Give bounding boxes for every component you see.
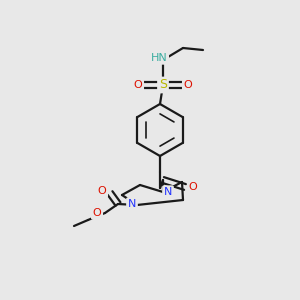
Text: S: S [159,79,167,92]
Text: O: O [98,186,106,196]
Text: O: O [134,80,142,90]
Text: HN: HN [151,53,167,63]
Text: O: O [189,182,197,192]
Text: N: N [164,187,172,197]
Text: O: O [184,80,192,90]
Text: O: O [93,208,101,218]
Text: N: N [128,199,136,209]
